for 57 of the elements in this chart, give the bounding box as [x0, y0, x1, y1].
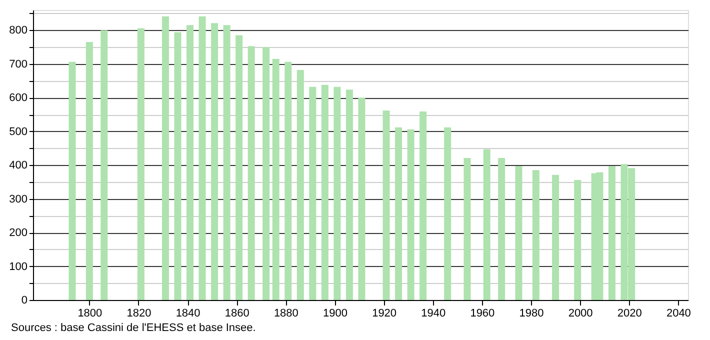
x-tick-label: 2040 — [666, 308, 691, 320]
x-tick-label: 1960 — [470, 308, 495, 320]
bar — [407, 129, 414, 300]
bar — [262, 47, 270, 300]
bar — [68, 62, 76, 300]
bar — [236, 35, 243, 300]
bar — [515, 166, 522, 300]
bar — [382, 110, 390, 300]
y-tick-label: 300 — [9, 193, 28, 206]
bar — [464, 158, 471, 300]
x-tick-label: 1800 — [78, 308, 102, 320]
bar — [86, 42, 93, 300]
bar — [321, 84, 328, 300]
bar — [272, 58, 280, 300]
bar — [346, 90, 353, 300]
bar — [296, 70, 304, 300]
x-tick-label: 1920 — [372, 308, 397, 320]
source-note: Sources : base Cassini de l'EHESS et base Insee. — [11, 322, 256, 334]
x-tick-label: 1840 — [176, 308, 200, 320]
bar — [248, 46, 255, 300]
bar — [223, 25, 230, 300]
bar — [174, 32, 182, 300]
bar — [358, 98, 366, 300]
x-tick-label: 1900 — [323, 308, 348, 320]
y-tick-label: 0 — [21, 294, 28, 306]
bar — [309, 86, 316, 300]
bar — [420, 112, 427, 300]
bar — [198, 16, 206, 300]
y-tick-label: 800 — [9, 24, 28, 37]
bar — [532, 170, 540, 300]
x-tick-label: 2020 — [617, 308, 642, 320]
bar — [186, 25, 194, 300]
x-tick-label: 2000 — [568, 308, 593, 320]
x-tick-label: 1820 — [126, 308, 152, 320]
bar — [162, 16, 169, 300]
bar — [498, 158, 506, 300]
x-tick-label: 1940 — [421, 308, 446, 320]
y-tick-label: 600 — [9, 92, 28, 104]
y-tick-label: 400 — [9, 160, 28, 172]
x-tick-label: 1860 — [224, 308, 250, 320]
y-tick-label: 500 — [9, 126, 28, 138]
bar — [574, 180, 582, 300]
bar — [100, 30, 108, 300]
y-tick-label: 100 — [9, 260, 28, 273]
bar — [211, 23, 218, 300]
bar — [483, 149, 490, 300]
y-tick-label: 200 — [9, 227, 28, 240]
bar — [552, 174, 560, 300]
bar — [608, 166, 616, 300]
bar — [444, 127, 452, 300]
x-tick-label: 1980 — [519, 308, 544, 320]
y-tick-label: 700 — [9, 58, 28, 70]
x-tick-label: 1880 — [274, 308, 298, 320]
bar — [334, 86, 341, 300]
bar — [284, 62, 292, 300]
bar — [395, 127, 402, 300]
bar — [137, 28, 144, 300]
